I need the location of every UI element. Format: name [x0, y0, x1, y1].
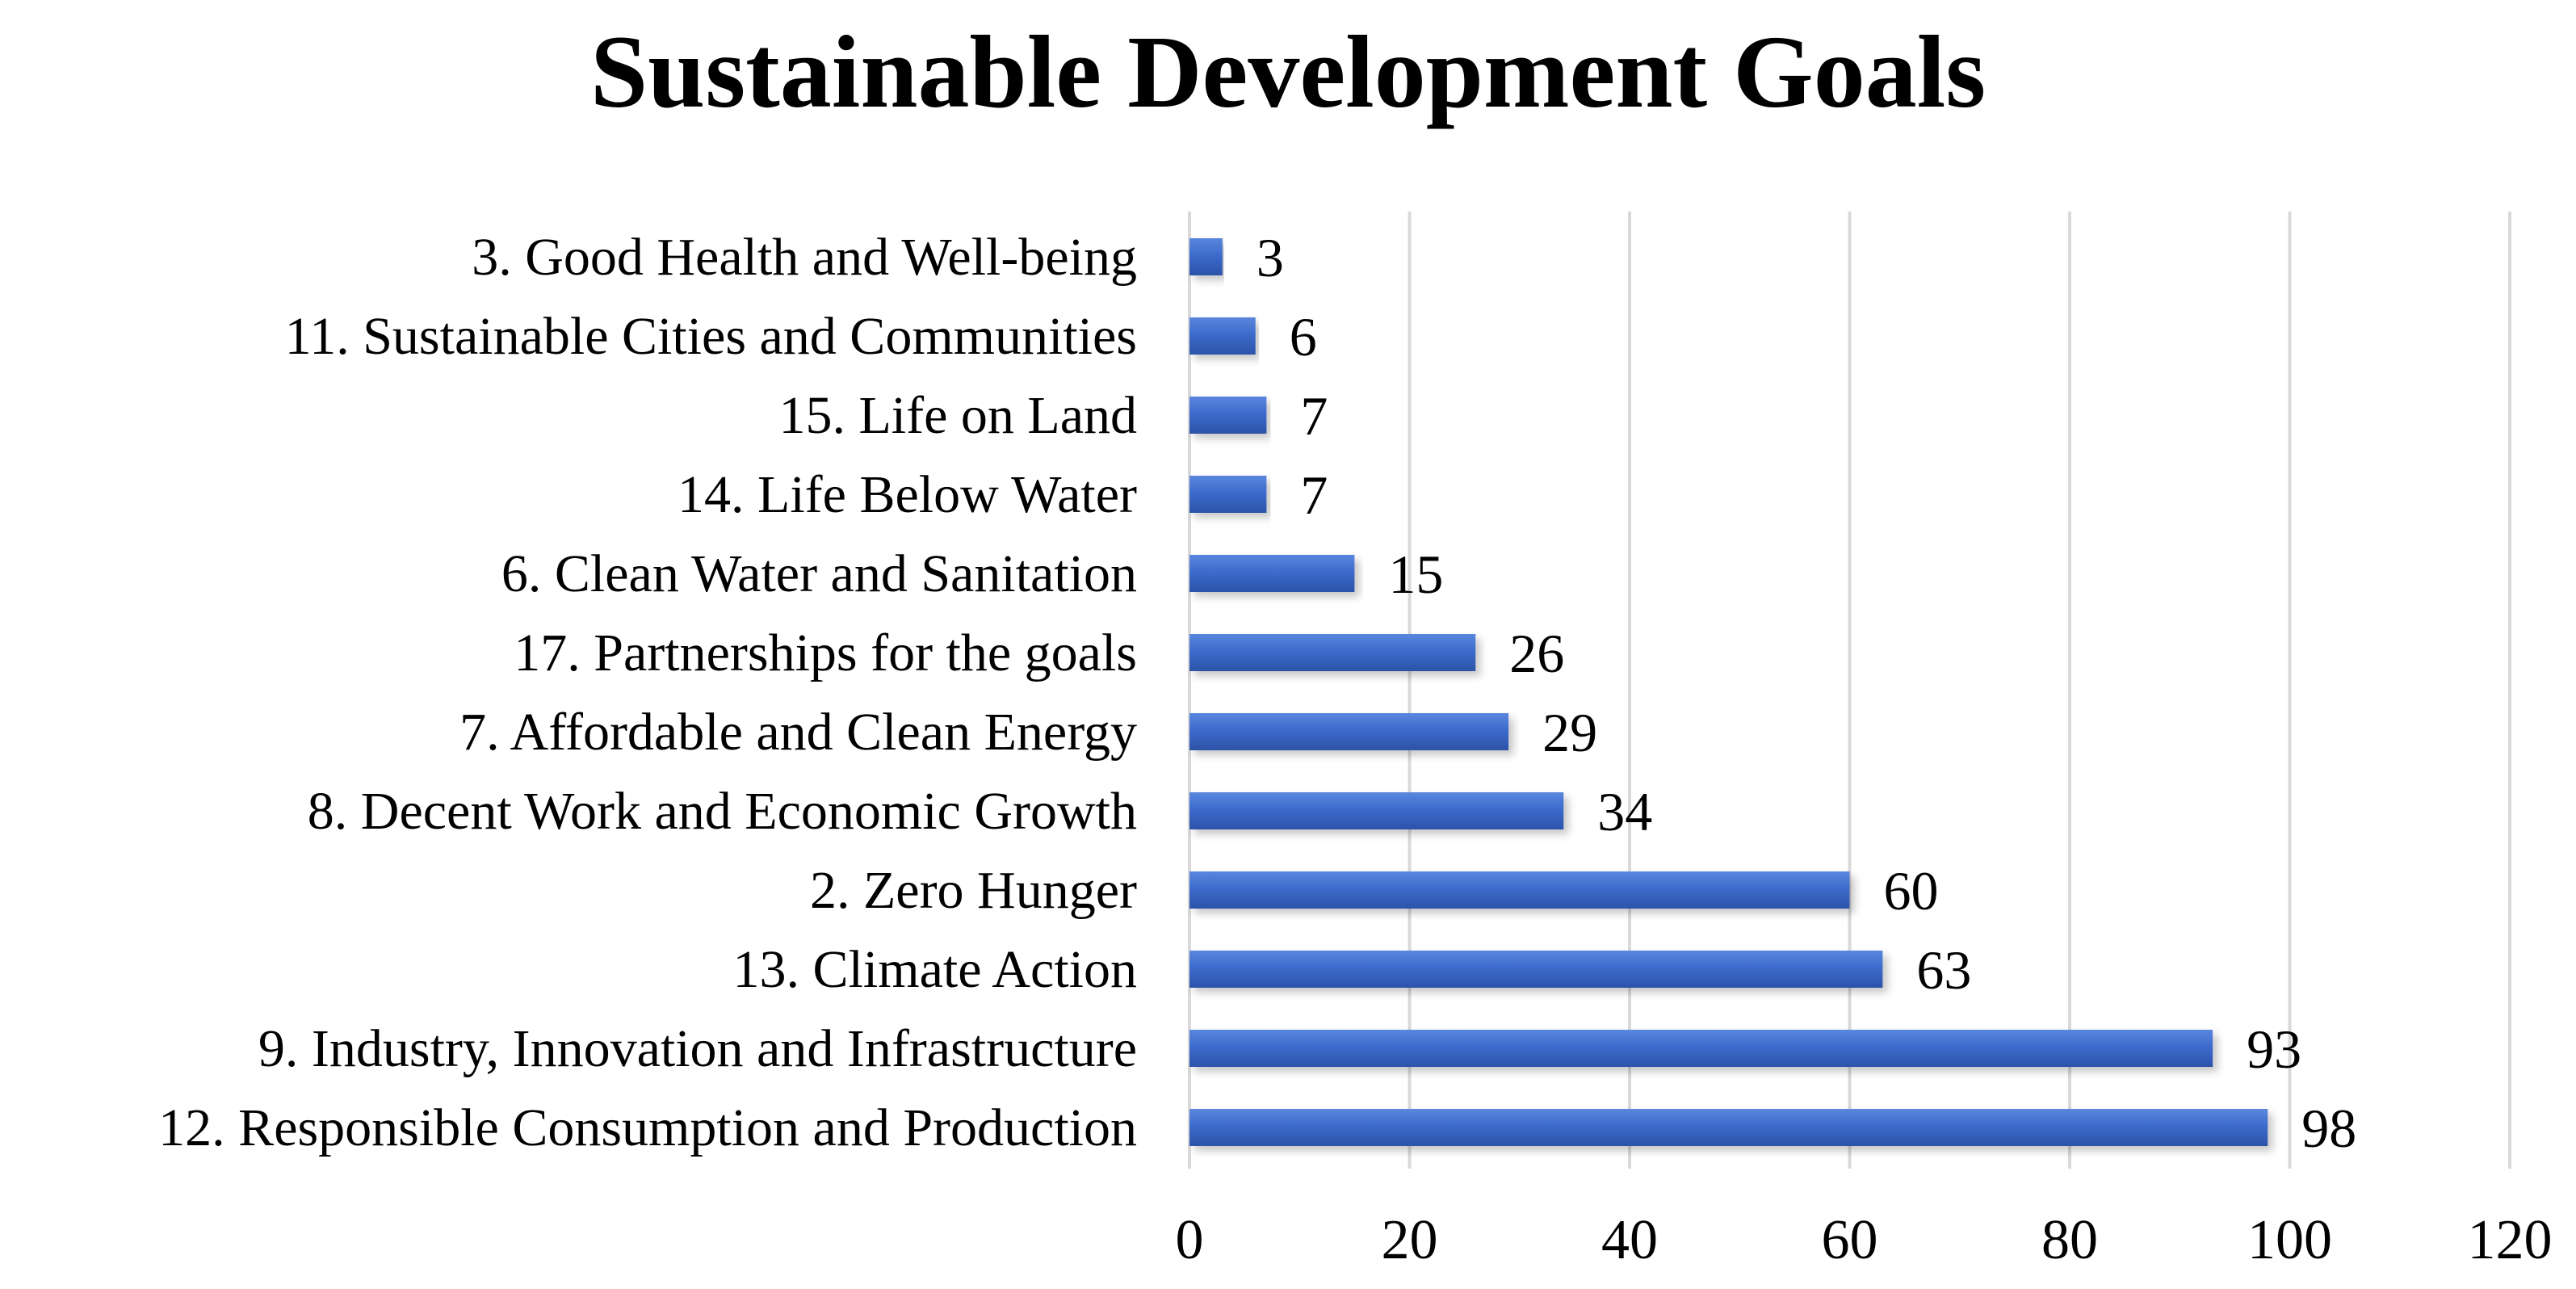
bar [1189, 713, 1509, 750]
bar [1189, 317, 1256, 355]
category-label: 17. Partnerships for the goals [514, 624, 1137, 682]
bar [1189, 397, 1267, 434]
category-label: 12. Responsible Consumption and Producti… [158, 1098, 1137, 1157]
data-label: 6 [1290, 306, 1317, 367]
data-label: 26 [1509, 623, 1564, 684]
category-label: 3. Good Health and Well-being [472, 228, 1137, 287]
x-tick-label: 60 [1822, 1209, 1878, 1271]
data-label: 29 [1542, 702, 1597, 763]
category-labels: 3. Good Health and Well-being 11. Sustain… [158, 228, 1137, 1157]
gridlines [1188, 212, 2511, 1169]
x-tick-label: 100 [2247, 1209, 2332, 1271]
bar [1189, 1109, 2268, 1146]
data-label: 60 [1884, 860, 1939, 922]
x-tick-label: 20 [1382, 1209, 1438, 1271]
data-label: 7 [1300, 385, 1328, 447]
category-label: 7. Affordable and Clean Energy [459, 703, 1137, 762]
x-tick-label: 40 [1601, 1209, 1658, 1271]
category-label: 13. Climate Action [733, 940, 1137, 999]
bar [1189, 951, 1883, 988]
bar [1189, 238, 1223, 275]
bar [1189, 871, 1850, 909]
category-label: 2. Zero Hunger [810, 861, 1137, 920]
bar [1189, 792, 1564, 829]
category-label: 8. Decent Work and Economic Growth [308, 782, 1137, 841]
data-label: 63 [1916, 939, 1971, 1001]
x-tick-label: 0 [1176, 1209, 1204, 1271]
data-label: 3 [1257, 227, 1284, 288]
x-tick-label: 80 [2041, 1209, 2098, 1271]
data-label: 98 [2301, 1098, 2356, 1159]
category-label: 15. Life on Land [778, 386, 1137, 445]
bar [1189, 1030, 2213, 1067]
category-label: 6. Clean Water and Sanitation [501, 544, 1137, 603]
data-label: 7 [1300, 464, 1328, 526]
bar [1189, 555, 1355, 592]
x-tick-label: 120 [2468, 1209, 2553, 1271]
bars [1189, 238, 2268, 1146]
data-label: 15 [1388, 544, 1443, 605]
bar [1189, 476, 1267, 513]
category-label: 14. Life Below Water [678, 465, 1137, 524]
data-label: 34 [1597, 781, 1652, 842]
chart-title: Sustainable Development Goals [590, 15, 1986, 129]
data-label: 93 [2247, 1018, 2301, 1080]
category-label: 9. Industry, Innovation and Infrastructu… [258, 1019, 1137, 1078]
bar [1189, 634, 1476, 671]
category-label: 11. Sustainable Cities and Communities [285, 307, 1137, 366]
x-axis-tick-labels: 0 20 40 60 80 100 120 [1176, 1209, 2553, 1271]
